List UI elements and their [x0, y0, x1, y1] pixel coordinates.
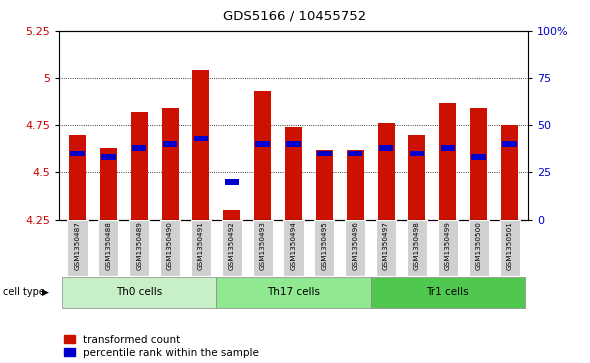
FancyBboxPatch shape: [468, 220, 489, 276]
FancyBboxPatch shape: [99, 220, 119, 276]
FancyBboxPatch shape: [253, 220, 273, 276]
Bar: [440, 103, 456, 220]
FancyBboxPatch shape: [284, 220, 303, 276]
FancyBboxPatch shape: [438, 220, 458, 276]
Text: GSM1350490: GSM1350490: [167, 221, 173, 270]
Bar: [101, 155, 116, 160]
FancyBboxPatch shape: [160, 220, 180, 276]
Text: GDS5166 / 10455752: GDS5166 / 10455752: [224, 9, 366, 22]
Legend: transformed count, percentile rank within the sample: transformed count, percentile rank withi…: [64, 335, 259, 358]
Text: GSM1350494: GSM1350494: [290, 221, 297, 270]
Bar: [285, 127, 302, 220]
Bar: [254, 91, 271, 220]
Text: GSM1350496: GSM1350496: [352, 221, 358, 270]
Bar: [378, 123, 395, 220]
Bar: [132, 145, 146, 151]
FancyBboxPatch shape: [67, 220, 87, 276]
FancyBboxPatch shape: [217, 277, 371, 308]
Bar: [162, 108, 179, 220]
Text: GSM1350499: GSM1350499: [445, 221, 451, 270]
Text: GSM1350491: GSM1350491: [198, 221, 204, 270]
Bar: [69, 135, 86, 220]
FancyBboxPatch shape: [222, 220, 242, 276]
Text: GSM1350487: GSM1350487: [74, 221, 80, 270]
Bar: [470, 108, 487, 220]
FancyBboxPatch shape: [129, 220, 149, 276]
FancyBboxPatch shape: [500, 220, 520, 276]
Bar: [471, 155, 486, 160]
Text: GSM1350488: GSM1350488: [106, 221, 112, 270]
Text: GSM1350500: GSM1350500: [476, 221, 481, 270]
Bar: [501, 125, 518, 220]
Bar: [100, 148, 117, 220]
Bar: [286, 141, 301, 147]
Text: Th17 cells: Th17 cells: [267, 287, 320, 297]
Bar: [225, 179, 239, 185]
Bar: [255, 141, 270, 147]
Bar: [317, 151, 332, 156]
FancyBboxPatch shape: [345, 220, 365, 276]
FancyBboxPatch shape: [62, 277, 217, 308]
FancyBboxPatch shape: [314, 220, 335, 276]
Text: GSM1350492: GSM1350492: [229, 221, 235, 270]
FancyBboxPatch shape: [376, 220, 396, 276]
Bar: [316, 150, 333, 220]
Bar: [502, 141, 517, 147]
FancyBboxPatch shape: [191, 220, 211, 276]
Text: ▶: ▶: [41, 288, 48, 297]
Bar: [409, 151, 424, 156]
Text: cell type: cell type: [3, 287, 45, 297]
Text: GSM1350498: GSM1350498: [414, 221, 420, 270]
FancyBboxPatch shape: [407, 220, 427, 276]
Bar: [131, 112, 148, 220]
Bar: [379, 145, 394, 151]
Bar: [224, 210, 240, 220]
Text: Tr1 cells: Tr1 cells: [427, 287, 469, 297]
Text: GSM1350493: GSM1350493: [260, 221, 266, 270]
FancyBboxPatch shape: [371, 277, 525, 308]
Text: GSM1350489: GSM1350489: [136, 221, 142, 270]
Text: GSM1350495: GSM1350495: [322, 221, 327, 270]
Bar: [408, 135, 425, 220]
Bar: [163, 141, 178, 147]
Bar: [348, 151, 362, 156]
Text: GSM1350501: GSM1350501: [507, 221, 513, 270]
Bar: [441, 145, 455, 151]
Bar: [70, 151, 85, 156]
Text: Th0 cells: Th0 cells: [116, 287, 162, 297]
Bar: [194, 136, 208, 141]
Text: GSM1350497: GSM1350497: [383, 221, 389, 270]
Bar: [347, 150, 363, 220]
Bar: [192, 70, 209, 220]
